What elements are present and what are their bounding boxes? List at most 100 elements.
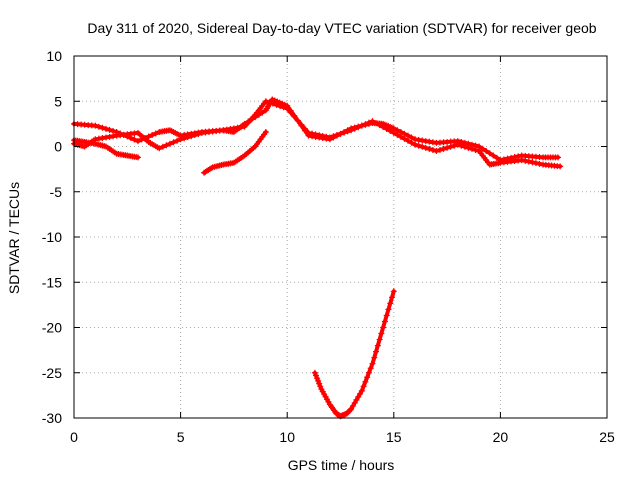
data-point bbox=[234, 124, 241, 131]
data-point bbox=[383, 312, 390, 319]
ticks: 0 5 10 15 20 25 -30 -25 -20 -15 -10 -5 0 5 10 bbox=[42, 48, 615, 445]
data-point bbox=[362, 378, 369, 385]
data-point bbox=[319, 132, 326, 139]
data-point bbox=[357, 390, 364, 397]
data-point bbox=[188, 133, 195, 140]
data-point bbox=[99, 124, 106, 131]
data-point bbox=[554, 154, 561, 161]
data-point bbox=[378, 330, 385, 337]
x-axis-title: GPS time / hours bbox=[288, 457, 395, 473]
data-point bbox=[184, 134, 191, 141]
data-point bbox=[419, 143, 426, 150]
data-point bbox=[490, 152, 497, 159]
data-point bbox=[301, 125, 308, 132]
data-point bbox=[110, 127, 117, 134]
data-point bbox=[314, 375, 321, 382]
data-point bbox=[362, 121, 369, 128]
y-tick-label: -10 bbox=[42, 229, 62, 245]
data-point bbox=[317, 383, 324, 390]
data-point bbox=[401, 135, 408, 142]
data-point bbox=[170, 139, 177, 146]
data-point bbox=[381, 318, 388, 325]
data-point bbox=[273, 101, 280, 108]
data-point bbox=[358, 387, 365, 394]
data-point bbox=[486, 150, 493, 157]
data-point bbox=[95, 135, 102, 142]
data-point bbox=[429, 139, 436, 146]
data-point bbox=[525, 158, 532, 165]
data-point bbox=[259, 109, 266, 116]
x-tick-label: 10 bbox=[279, 429, 295, 445]
data-point bbox=[349, 402, 356, 409]
chart-title: Day 311 of 2020, Sidereal Day-to-day VTE… bbox=[87, 20, 596, 36]
data-point bbox=[156, 145, 163, 152]
data-point bbox=[383, 126, 390, 133]
data-point bbox=[380, 124, 387, 131]
data-point bbox=[355, 393, 362, 400]
data-point bbox=[330, 133, 337, 140]
data-point bbox=[347, 406, 354, 413]
data-point bbox=[149, 132, 156, 139]
data-point bbox=[426, 138, 433, 145]
data-point bbox=[479, 145, 486, 152]
data-point bbox=[341, 129, 348, 136]
data-point bbox=[344, 128, 351, 135]
data-point bbox=[461, 143, 468, 150]
x-tick-label: 0 bbox=[70, 429, 78, 445]
data-point bbox=[315, 377, 322, 384]
data-point bbox=[376, 122, 383, 129]
data-point bbox=[451, 142, 458, 149]
data-point bbox=[106, 126, 113, 133]
data-point bbox=[174, 137, 181, 144]
x-tick-label: 5 bbox=[177, 429, 185, 445]
data-point bbox=[269, 100, 276, 107]
data-point bbox=[532, 160, 539, 167]
data-point bbox=[385, 306, 392, 313]
data-point bbox=[323, 133, 330, 140]
data-point bbox=[412, 141, 419, 148]
data-point bbox=[458, 142, 465, 149]
data-point bbox=[454, 141, 461, 148]
data-point bbox=[390, 129, 397, 136]
series-track-b bbox=[71, 98, 564, 170]
y-tick-label: 0 bbox=[54, 139, 62, 155]
data-point bbox=[102, 134, 109, 141]
data-point bbox=[353, 396, 360, 403]
data-point bbox=[191, 132, 198, 139]
data-point bbox=[351, 399, 358, 406]
data-point bbox=[163, 142, 170, 149]
x-tick-label: 20 bbox=[493, 429, 509, 445]
data-point bbox=[422, 138, 429, 145]
data-point bbox=[397, 133, 404, 140]
data-point bbox=[312, 131, 319, 138]
data-point bbox=[426, 145, 433, 152]
data-point bbox=[223, 126, 230, 133]
data-point bbox=[266, 99, 273, 106]
y-tick-label: -25 bbox=[42, 365, 62, 381]
x-tick-label: 25 bbox=[599, 429, 615, 445]
data-point bbox=[405, 132, 412, 139]
data-point bbox=[422, 144, 429, 151]
series-track-e bbox=[311, 288, 397, 420]
data-point bbox=[374, 342, 381, 349]
data-point bbox=[415, 136, 422, 143]
data-point bbox=[305, 129, 312, 136]
data-point bbox=[394, 131, 401, 138]
data-point bbox=[316, 132, 323, 139]
data-point bbox=[465, 144, 472, 151]
data-point bbox=[373, 348, 380, 355]
data-point bbox=[134, 154, 141, 161]
data-point bbox=[262, 98, 269, 105]
x-tick-label: 15 bbox=[386, 429, 402, 445]
data-point bbox=[371, 354, 378, 361]
data-point bbox=[309, 130, 316, 137]
data-point bbox=[238, 124, 245, 131]
y-tick-label: -20 bbox=[42, 320, 62, 336]
data-point bbox=[557, 163, 564, 170]
y-tick-label: -5 bbox=[50, 184, 63, 200]
data-point bbox=[429, 146, 436, 153]
data-point bbox=[440, 145, 447, 152]
data-point bbox=[131, 136, 138, 143]
